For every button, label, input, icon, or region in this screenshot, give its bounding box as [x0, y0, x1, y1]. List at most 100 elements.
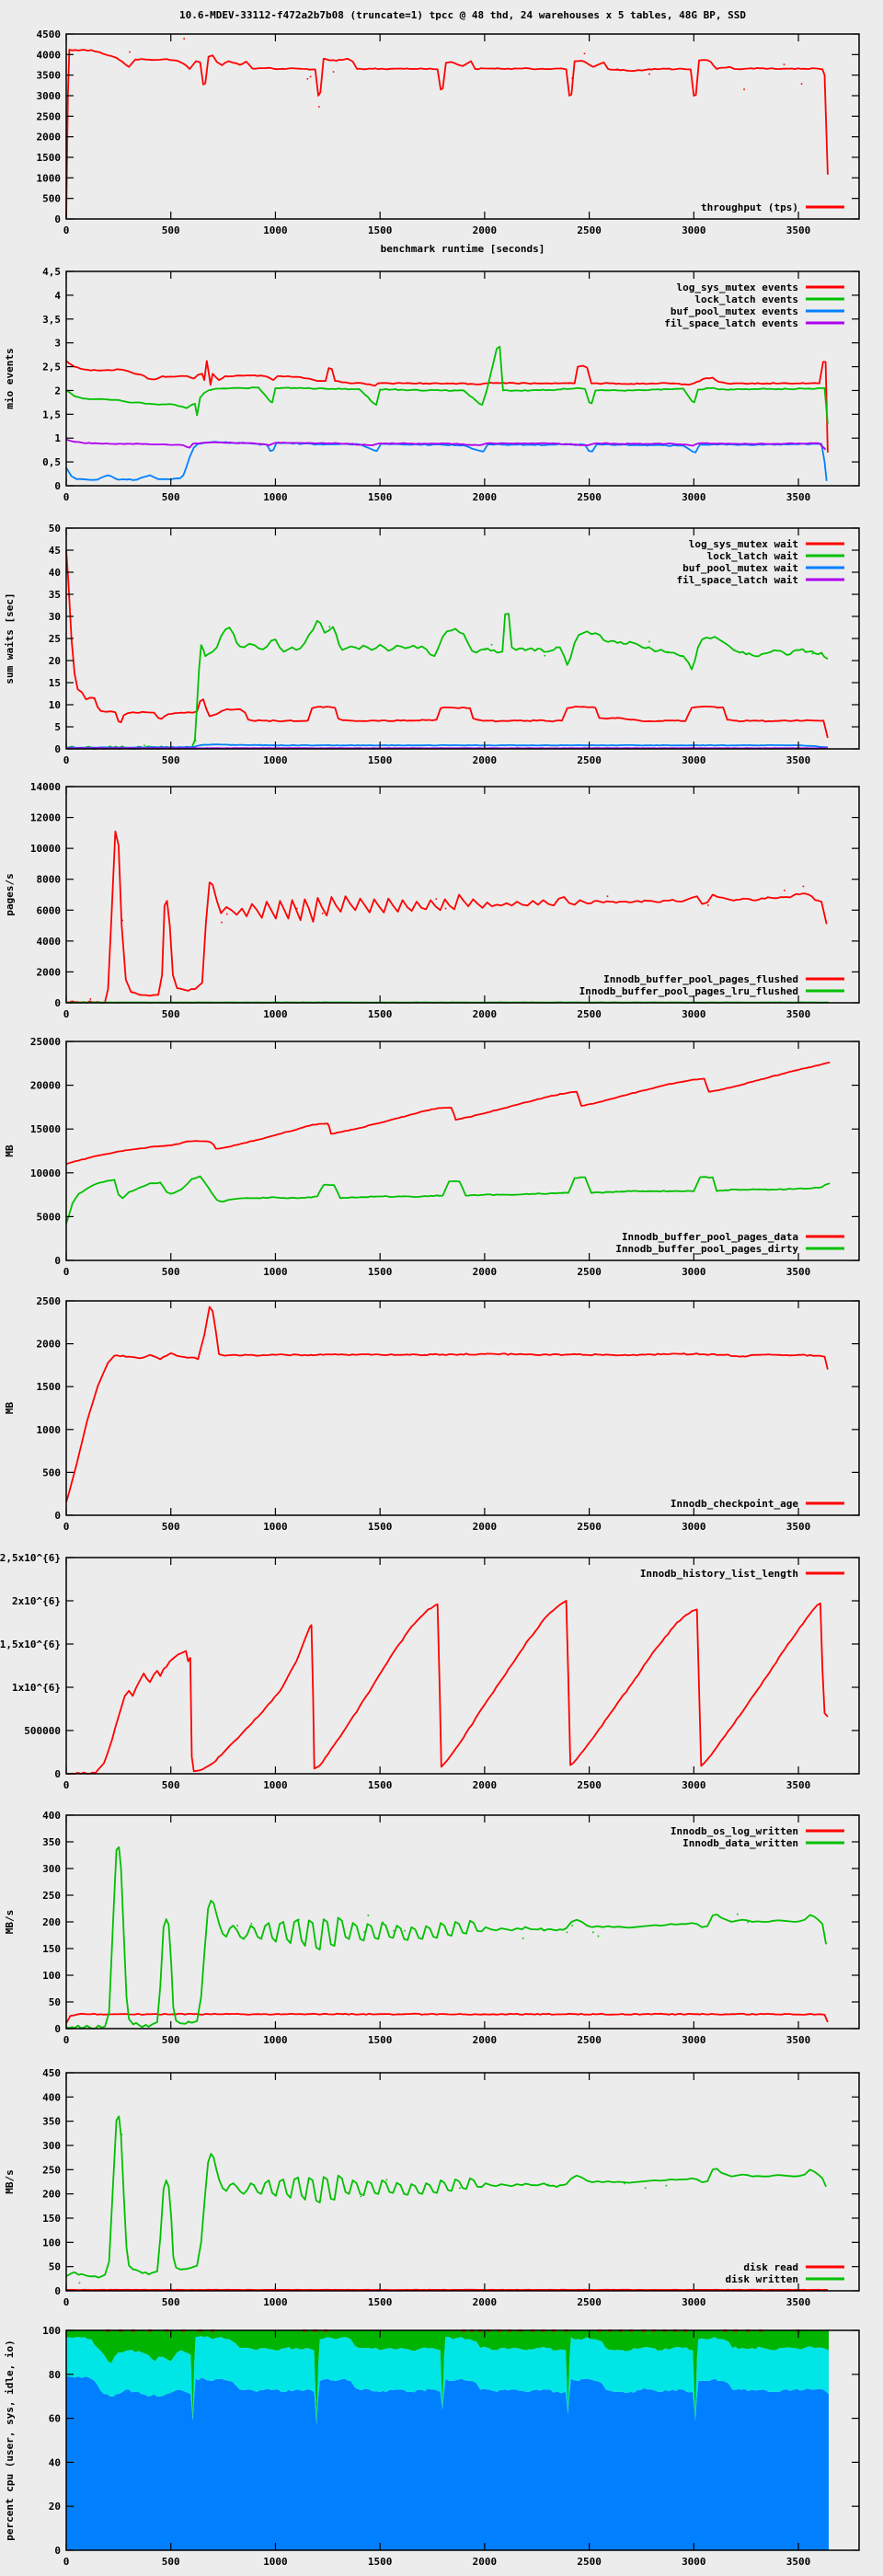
- x-tick-label: 1500: [368, 2034, 393, 2046]
- x-axis-label: benchmark runtime [seconds]: [381, 243, 545, 255]
- scatter-dot: [236, 1925, 238, 1927]
- x-tick-label: 1000: [263, 1266, 288, 1278]
- x-tick-label: 0: [63, 2556, 70, 2568]
- x-tick-label: 3500: [786, 2556, 811, 2568]
- legend-label: Innodb_checkpoint_age: [671, 1498, 798, 1510]
- y-axis-label: MB/s: [4, 2169, 16, 2194]
- chart-buffer-pool-pages: 0 5000 10000 15000 20000 25000 0 500 1000 1500 200…: [4, 1036, 860, 1278]
- x-tick-label: 3500: [786, 1008, 811, 1020]
- x-tick-label: 2500: [577, 1521, 602, 1533]
- x-tick-label: 2000: [473, 2556, 498, 2568]
- y-tick-label: 1000: [37, 1424, 62, 1436]
- y-axis-label: MB/s: [4, 1910, 16, 1935]
- y-tick-label: 2,5: [42, 362, 61, 374]
- scatter-dot: [597, 1935, 600, 1938]
- y-tick-label: 50: [49, 523, 61, 535]
- scatter-dot: [747, 1921, 749, 1924]
- scatter-dot: [544, 654, 546, 657]
- scatter-dot: [221, 921, 223, 924]
- x-tick-label: 500: [162, 1779, 180, 1791]
- legend-label: Innodb_buffer_pool_pages_data: [622, 1231, 798, 1243]
- page-title: 10.6-MDEV-33112-f472a2b7b08 (truncate=1)…: [179, 9, 746, 21]
- x-tick-label: 500: [162, 1521, 180, 1533]
- series-lock-latch-wait: [65, 613, 829, 750]
- y-tick-label: 2x10^{6}: [12, 1595, 61, 1607]
- x-tick-label: 500: [162, 754, 180, 766]
- series-innodb-history-list-length: [66, 1600, 829, 1775]
- y-tick-label: 1500: [37, 1381, 62, 1393]
- scatter-dot: [250, 1923, 253, 1925]
- y-tick-label: 3500: [37, 70, 62, 82]
- x-tick-label: 2000: [473, 1008, 498, 1020]
- plot-frame: [65, 2329, 860, 2551]
- y-tick-label: 2000: [37, 1339, 62, 1351]
- x-tick-label: 3500: [786, 754, 811, 766]
- y-tick-label: 40: [49, 567, 61, 579]
- scatter-dot: [490, 643, 493, 646]
- axes: 0 0,5 1 1,5 2 2,5 3 3,5 4 4,5 0 500 1000 1500 2000 2500…: [4, 266, 859, 503]
- scatter-dot: [225, 913, 228, 915]
- y-tick-label: 0,5: [42, 456, 61, 468]
- y-tick-label: 60: [49, 2413, 61, 2425]
- scatter-dot: [802, 885, 805, 888]
- y-tick-label: 4: [54, 290, 61, 302]
- x-tick-label: 2000: [473, 2034, 498, 2046]
- y-tick-label: 400: [42, 2091, 61, 2103]
- series-innodb-os-log-written: [65, 2012, 829, 2024]
- series-buf-pool-mutex-events: [65, 441, 828, 481]
- plot-series: [66, 1600, 829, 1775]
- x-tick-label: 3500: [786, 1779, 811, 1791]
- x-tick-label: 3500: [786, 224, 811, 236]
- legend-label: fil_space_latch wait: [677, 574, 798, 586]
- x-tick-label: 1000: [263, 491, 288, 503]
- scatter-dot: [385, 2179, 388, 2181]
- y-tick-label: 300: [42, 2140, 61, 2152]
- chart-innodb-written: 0 50 100 150 200 250 300 350 400 0 500 1000 1500 2000…: [4, 1810, 860, 2046]
- x-tick-label: 2500: [577, 2296, 602, 2308]
- y-tick-label: 10000: [30, 843, 61, 855]
- scatter-dot: [665, 2184, 668, 2187]
- x-tick-label: 2000: [473, 1521, 498, 1533]
- x-tick-label: 2000: [473, 2296, 498, 2308]
- x-tick-label: 500: [162, 2034, 180, 2046]
- y-tick-label: 0: [54, 1768, 61, 1780]
- y-tick-label: 1,5x10^{6}: [0, 1639, 61, 1650]
- y-tick-label: 200: [42, 1916, 61, 1928]
- x-tick-label: 3000: [682, 754, 706, 766]
- legend-label: log_sys_mutex wait: [689, 538, 798, 550]
- series-innodb-buffer-pool-pages-flushed: [66, 830, 828, 1004]
- x-tick-label: 3500: [786, 2296, 811, 2308]
- legend-label: buf_pool_mutex wait: [682, 562, 798, 574]
- x-tick-label: 1000: [263, 1008, 288, 1020]
- legend: Innodb_checkpoint_age: [671, 1498, 844, 1510]
- y-tick-label: 25: [49, 633, 61, 645]
- y-tick-label: 100: [42, 2325, 61, 2337]
- x-tick-label: 2500: [577, 1266, 602, 1278]
- scatter-dot: [121, 919, 123, 922]
- cpu-area-idle: [66, 2330, 829, 2423]
- x-tick-label: 2500: [577, 224, 602, 236]
- x-tick-label: 500: [162, 224, 180, 236]
- y-axis-label: MB: [4, 1144, 16, 1157]
- x-tick-label: 0: [63, 1521, 70, 1533]
- y-tick-label: 150: [42, 1943, 61, 1955]
- chart-history-list-length: 0 500000 1x10^{6} 1,5x10^{6} 2x10^{6} 2,5x10^…: [0, 1552, 860, 1791]
- y-tick-label: 500: [42, 193, 61, 205]
- scatter-dot: [360, 2195, 362, 2198]
- y-tick-label: 2: [54, 385, 61, 397]
- x-tick-label: 3500: [786, 2034, 811, 2046]
- legend-label: Innodb_data_written: [682, 1837, 798, 1849]
- series-throughput-tps-: [65, 49, 829, 220]
- chart-pages-flushed: 0 2000 4000 6000 8000 10000 12000 14000 0 500 1000…: [4, 781, 860, 1020]
- series-innodb-data-written: [65, 1846, 827, 2030]
- axes: 0 2000 4000 6000 8000 10000 12000 14000 0 500 1000…: [4, 781, 859, 1020]
- y-tick-label: 0: [54, 2285, 61, 2297]
- series-innodb-checkpoint-age: [65, 1305, 829, 1503]
- x-tick-label: 2500: [577, 2556, 602, 2568]
- y-tick-label: 250: [42, 1890, 61, 1902]
- x-tick-label: 2000: [473, 754, 498, 766]
- y-tick-label: 3000: [37, 90, 62, 102]
- y-tick-label: 4000: [37, 936, 62, 948]
